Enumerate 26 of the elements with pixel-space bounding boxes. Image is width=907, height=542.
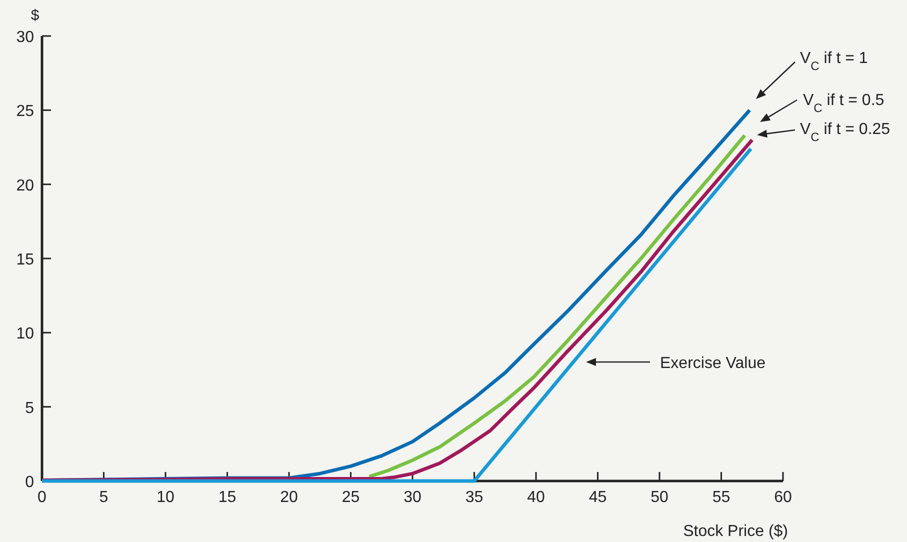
y-tick-label: 10 bbox=[16, 326, 34, 343]
y-tick-label: 25 bbox=[16, 103, 34, 120]
x-tick-label: 0 bbox=[38, 489, 47, 506]
text: V$_{C}$ if t = 1 bbox=[800, 50, 868, 73]
x-tick-label: 45 bbox=[588, 489, 607, 506]
x-tick-label: 10 bbox=[156, 489, 174, 506]
x-tick-label: 30 bbox=[404, 489, 422, 506]
y-axis-title: $ bbox=[30, 7, 40, 24]
x-tick-label: 15 bbox=[218, 489, 236, 506]
x-tick-label: 55 bbox=[712, 489, 730, 506]
y-tick-label: 15 bbox=[16, 252, 34, 268]
x-tick-label: 35 bbox=[465, 489, 484, 506]
y-tick-label: 5 bbox=[25, 400, 34, 417]
x-tick-label: 20 bbox=[280, 489, 298, 506]
text: V$_{C}$ if t = 0.25 bbox=[800, 121, 890, 144]
y-tick-label: 20 bbox=[16, 177, 34, 194]
y-tick-label: 30 bbox=[16, 29, 34, 46]
x-tick-label: 60 bbox=[774, 489, 792, 506]
x-axis-title: Stock Price ($) bbox=[683, 523, 788, 540]
x-tick-label: 5 bbox=[99, 489, 108, 506]
x-tick-label: 25 bbox=[342, 489, 360, 506]
x-tick-label: 50 bbox=[650, 489, 668, 506]
y-tick-label: 0 bbox=[25, 474, 34, 491]
text: V$_{C}$ if t = 0.5 bbox=[803, 92, 884, 115]
x-tick-label: 40 bbox=[527, 489, 545, 506]
annotation: Exercise Value bbox=[660, 355, 766, 372]
